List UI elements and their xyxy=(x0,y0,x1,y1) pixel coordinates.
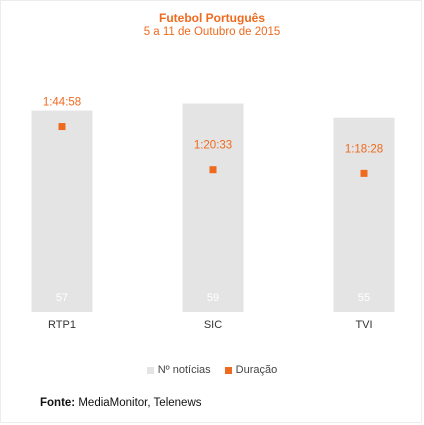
duration-point-sic xyxy=(209,166,217,174)
source-text: MediaMonitor, Telenews xyxy=(78,397,202,409)
bar-tvi xyxy=(333,117,395,313)
duration-label: 1:44:58 xyxy=(43,97,81,109)
duration-point-rtp1 xyxy=(58,123,66,131)
duration-label: 1:20:33 xyxy=(194,140,232,152)
legend-label-noticias: Nº notícias xyxy=(157,364,211,376)
legend-label-duracao: Duração xyxy=(235,364,278,376)
chart-subtitle: 5 a 11 de Outubro de 2015 xyxy=(143,26,281,38)
bar-value-label: 57 xyxy=(56,292,68,304)
duration-point-tvi xyxy=(360,169,368,177)
source-label: Fonte: xyxy=(40,397,76,409)
legend-swatch-duracao xyxy=(224,366,232,374)
bar-sic xyxy=(182,103,244,313)
chart-title: Futebol Português xyxy=(159,11,265,25)
x-tick-label: SIC xyxy=(204,319,222,331)
duration-label: 1:18:28 xyxy=(345,143,383,155)
bar-rtp1 xyxy=(31,110,93,312)
legend-swatch-noticias xyxy=(146,366,154,374)
source-note: Fonte: MediaMonitor, Telenews xyxy=(40,397,202,409)
bar-value-label: 55 xyxy=(358,292,370,304)
x-tick-label: TVI xyxy=(355,319,372,331)
chart-legend: Nº notícias Duração xyxy=(0,364,424,376)
bar-value-label: 59 xyxy=(207,292,219,304)
x-tick-label: RTP1 xyxy=(48,319,76,331)
legend-item-noticias: Nº notícias xyxy=(146,364,211,376)
legend-item-duracao: Duração xyxy=(224,364,278,376)
